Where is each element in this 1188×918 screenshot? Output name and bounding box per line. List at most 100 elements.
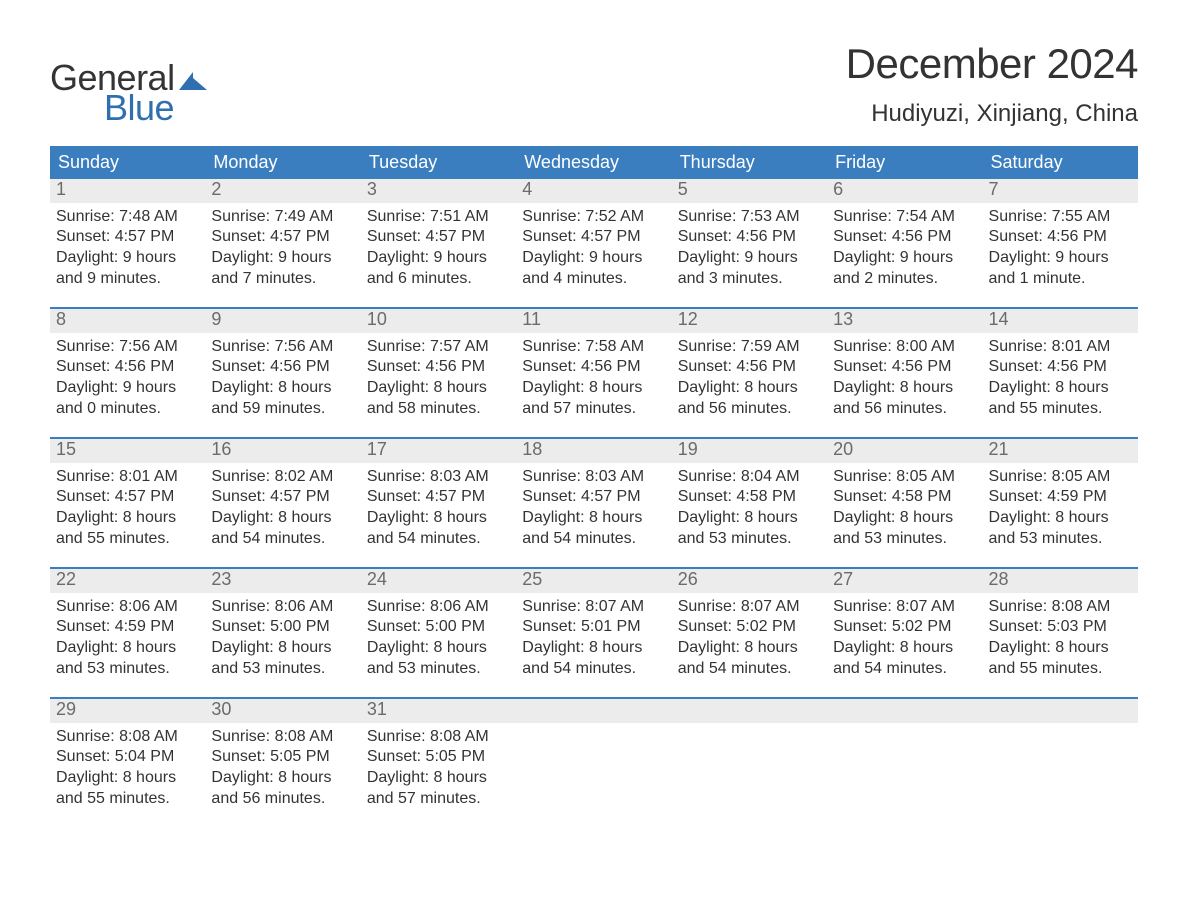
sunrise-text: Sunrise: 8:08 AM bbox=[56, 727, 199, 748]
daylight-line2: and 53 minutes. bbox=[678, 529, 821, 550]
sunrise-text: Sunrise: 8:01 AM bbox=[56, 467, 199, 488]
daylight-line2: and 9 minutes. bbox=[56, 269, 199, 290]
daylight-line2: and 6 minutes. bbox=[367, 269, 510, 290]
calendar-cell: 31Sunrise: 8:08 AMSunset: 5:05 PMDayligh… bbox=[361, 699, 516, 827]
daylight-line1: Daylight: 8 hours bbox=[989, 638, 1132, 659]
calendar-cell: 22Sunrise: 8:06 AMSunset: 4:59 PMDayligh… bbox=[50, 569, 205, 697]
calendar-cell bbox=[827, 699, 982, 827]
calendar-cell: 5Sunrise: 7:53 AMSunset: 4:56 PMDaylight… bbox=[672, 179, 827, 307]
week-row: 1Sunrise: 7:48 AMSunset: 4:57 PMDaylight… bbox=[50, 179, 1138, 307]
daylight-line1: Daylight: 9 hours bbox=[522, 248, 665, 269]
sunset-text: Sunset: 4:56 PM bbox=[833, 227, 976, 248]
day-header-wed: Wednesday bbox=[516, 146, 671, 179]
calendar-cell: 26Sunrise: 8:07 AMSunset: 5:02 PMDayligh… bbox=[672, 569, 827, 697]
calendar-cell: 29Sunrise: 8:08 AMSunset: 5:04 PMDayligh… bbox=[50, 699, 205, 827]
daylight-line1: Daylight: 8 hours bbox=[211, 768, 354, 789]
daylight-line1: Daylight: 8 hours bbox=[833, 378, 976, 399]
sunrise-text: Sunrise: 8:01 AM bbox=[989, 337, 1132, 358]
cell-body: Sunrise: 7:51 AMSunset: 4:57 PMDaylight:… bbox=[361, 203, 516, 296]
daylight-line2: and 53 minutes. bbox=[211, 659, 354, 680]
calendar-cell: 1Sunrise: 7:48 AMSunset: 4:57 PMDaylight… bbox=[50, 179, 205, 307]
daylight-line2: and 54 minutes. bbox=[522, 529, 665, 550]
sunset-text: Sunset: 4:56 PM bbox=[989, 357, 1132, 378]
daylight-line2: and 54 minutes. bbox=[678, 659, 821, 680]
calendar-cell: 6Sunrise: 7:54 AMSunset: 4:56 PMDaylight… bbox=[827, 179, 982, 307]
cell-body: Sunrise: 8:08 AMSunset: 5:03 PMDaylight:… bbox=[983, 593, 1138, 686]
calendar-cell: 30Sunrise: 8:08 AMSunset: 5:05 PMDayligh… bbox=[205, 699, 360, 827]
calendar-cell: 24Sunrise: 8:06 AMSunset: 5:00 PMDayligh… bbox=[361, 569, 516, 697]
sunset-text: Sunset: 5:01 PM bbox=[522, 617, 665, 638]
cell-body: Sunrise: 8:03 AMSunset: 4:57 PMDaylight:… bbox=[361, 463, 516, 556]
day-number: 3 bbox=[361, 179, 516, 203]
sunset-text: Sunset: 5:02 PM bbox=[833, 617, 976, 638]
cell-body: Sunrise: 7:56 AMSunset: 4:56 PMDaylight:… bbox=[50, 333, 205, 426]
daylight-line2: and 3 minutes. bbox=[678, 269, 821, 290]
calendar-cell: 13Sunrise: 8:00 AMSunset: 4:56 PMDayligh… bbox=[827, 309, 982, 437]
header: General Blue December 2024 Hudiyuzi, Xin… bbox=[50, 40, 1138, 128]
daylight-line2: and 59 minutes. bbox=[211, 399, 354, 420]
sunrise-text: Sunrise: 8:03 AM bbox=[522, 467, 665, 488]
daylight-line1: Daylight: 8 hours bbox=[56, 638, 199, 659]
day-number bbox=[983, 699, 1138, 723]
sunset-text: Sunset: 4:56 PM bbox=[678, 357, 821, 378]
daylight-line2: and 54 minutes. bbox=[211, 529, 354, 550]
sunrise-text: Sunrise: 8:05 AM bbox=[989, 467, 1132, 488]
daylight-line2: and 55 minutes. bbox=[989, 659, 1132, 680]
daylight-line2: and 55 minutes. bbox=[56, 789, 199, 810]
daylight-line2: and 54 minutes. bbox=[833, 659, 976, 680]
day-header-sun: Sunday bbox=[50, 146, 205, 179]
sunset-text: Sunset: 4:58 PM bbox=[678, 487, 821, 508]
daylight-line1: Daylight: 8 hours bbox=[522, 378, 665, 399]
day-number: 24 bbox=[361, 569, 516, 593]
sunrise-text: Sunrise: 8:06 AM bbox=[367, 597, 510, 618]
sunset-text: Sunset: 4:56 PM bbox=[367, 357, 510, 378]
day-number: 4 bbox=[516, 179, 671, 203]
calendar-cell: 8Sunrise: 7:56 AMSunset: 4:56 PMDaylight… bbox=[50, 309, 205, 437]
cell-body: Sunrise: 7:49 AMSunset: 4:57 PMDaylight:… bbox=[205, 203, 360, 296]
sunset-text: Sunset: 5:02 PM bbox=[678, 617, 821, 638]
sunset-text: Sunset: 5:00 PM bbox=[367, 617, 510, 638]
sunset-text: Sunset: 4:58 PM bbox=[833, 487, 976, 508]
sunrise-text: Sunrise: 7:52 AM bbox=[522, 207, 665, 228]
brand-word2: Blue bbox=[104, 90, 207, 126]
daylight-line1: Daylight: 8 hours bbox=[367, 768, 510, 789]
calendar-cell bbox=[516, 699, 671, 827]
sunset-text: Sunset: 4:59 PM bbox=[989, 487, 1132, 508]
sunrise-text: Sunrise: 8:02 AM bbox=[211, 467, 354, 488]
daylight-line1: Daylight: 8 hours bbox=[522, 508, 665, 529]
cell-body bbox=[983, 723, 1138, 733]
daylight-line1: Daylight: 8 hours bbox=[989, 508, 1132, 529]
sunset-text: Sunset: 4:57 PM bbox=[367, 227, 510, 248]
day-number: 31 bbox=[361, 699, 516, 723]
daylight-line2: and 57 minutes. bbox=[522, 399, 665, 420]
sunrise-text: Sunrise: 8:08 AM bbox=[989, 597, 1132, 618]
daylight-line1: Daylight: 8 hours bbox=[367, 378, 510, 399]
week-row: 8Sunrise: 7:56 AMSunset: 4:56 PMDaylight… bbox=[50, 307, 1138, 437]
day-header-mon: Monday bbox=[205, 146, 360, 179]
cell-body: Sunrise: 7:57 AMSunset: 4:56 PMDaylight:… bbox=[361, 333, 516, 426]
cell-body: Sunrise: 7:53 AMSunset: 4:56 PMDaylight:… bbox=[672, 203, 827, 296]
calendar-cell: 10Sunrise: 7:57 AMSunset: 4:56 PMDayligh… bbox=[361, 309, 516, 437]
daylight-line2: and 53 minutes. bbox=[989, 529, 1132, 550]
daylight-line2: and 56 minutes. bbox=[678, 399, 821, 420]
daylight-line2: and 54 minutes. bbox=[522, 659, 665, 680]
calendar-cell: 12Sunrise: 7:59 AMSunset: 4:56 PMDayligh… bbox=[672, 309, 827, 437]
cell-body bbox=[827, 723, 982, 733]
sunrise-text: Sunrise: 7:55 AM bbox=[989, 207, 1132, 228]
cell-body: Sunrise: 8:06 AMSunset: 5:00 PMDaylight:… bbox=[205, 593, 360, 686]
calendar-cell: 4Sunrise: 7:52 AMSunset: 4:57 PMDaylight… bbox=[516, 179, 671, 307]
cell-body: Sunrise: 8:07 AMSunset: 5:02 PMDaylight:… bbox=[672, 593, 827, 686]
weeks-container: 1Sunrise: 7:48 AMSunset: 4:57 PMDaylight… bbox=[50, 179, 1138, 827]
daylight-line2: and 53 minutes. bbox=[56, 659, 199, 680]
day-number bbox=[672, 699, 827, 723]
daylight-line2: and 53 minutes. bbox=[367, 659, 510, 680]
cell-body: Sunrise: 8:06 AMSunset: 4:59 PMDaylight:… bbox=[50, 593, 205, 686]
cell-body: Sunrise: 8:06 AMSunset: 5:00 PMDaylight:… bbox=[361, 593, 516, 686]
day-number: 14 bbox=[983, 309, 1138, 333]
calendar-cell: 2Sunrise: 7:49 AMSunset: 4:57 PMDaylight… bbox=[205, 179, 360, 307]
sunrise-text: Sunrise: 8:04 AM bbox=[678, 467, 821, 488]
cell-body: Sunrise: 8:08 AMSunset: 5:04 PMDaylight:… bbox=[50, 723, 205, 816]
day-number: 10 bbox=[361, 309, 516, 333]
cell-body: Sunrise: 7:54 AMSunset: 4:56 PMDaylight:… bbox=[827, 203, 982, 296]
calendar-cell: 27Sunrise: 8:07 AMSunset: 5:02 PMDayligh… bbox=[827, 569, 982, 697]
